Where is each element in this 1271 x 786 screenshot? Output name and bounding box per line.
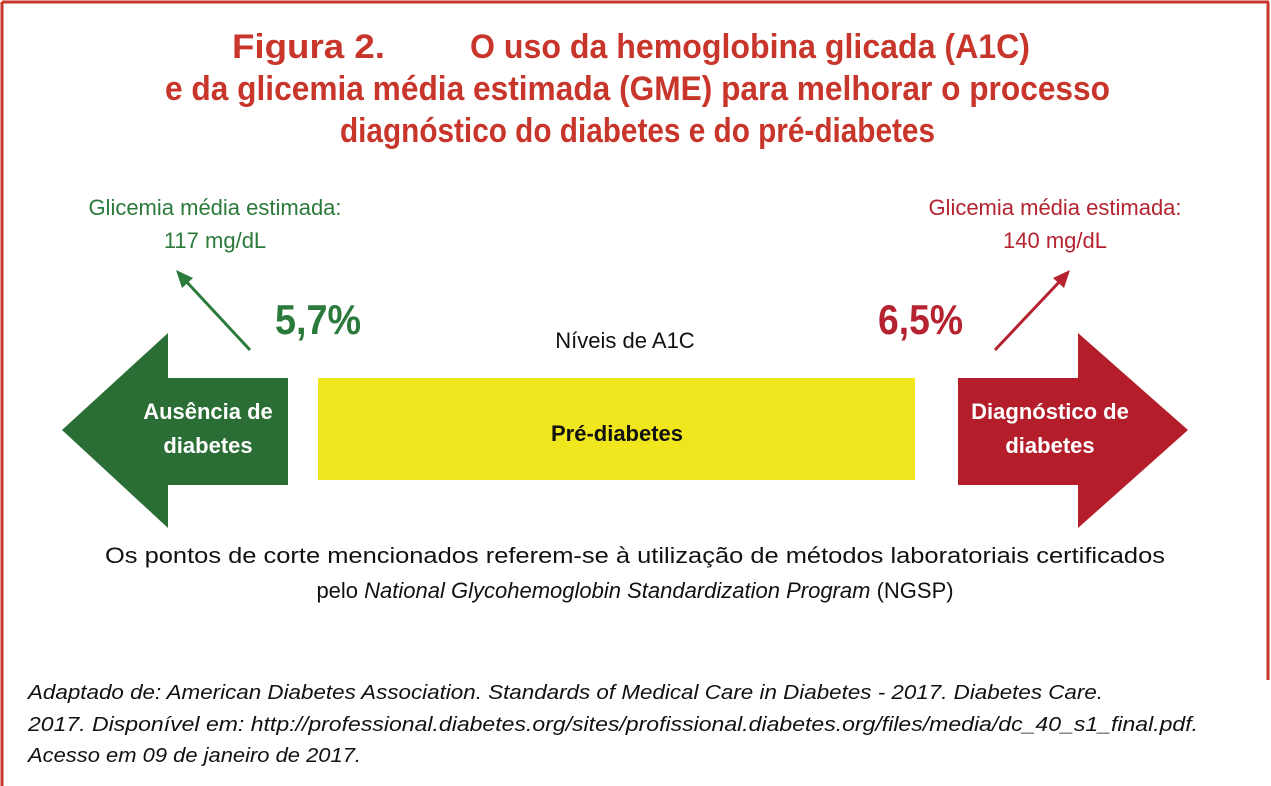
right-value: 140 mg/dL xyxy=(1003,228,1107,253)
note-line: Os pontos de corte mencionados referem-s… xyxy=(105,543,1165,568)
left-arrow-text: Ausência de xyxy=(143,399,273,424)
right-pointer xyxy=(993,270,1070,352)
title-line: diagnóstico do diabetes e do pré-diabete… xyxy=(340,112,935,150)
source-line: Adaptado de: American Diabetes Associati… xyxy=(27,682,1103,704)
note-text: pelo xyxy=(316,578,358,603)
left-arrow-text: diabetes xyxy=(163,433,252,458)
left-arrow xyxy=(62,333,288,528)
right-heading: Glicemia média estimada: xyxy=(928,195,1181,220)
right-arrow xyxy=(958,333,1188,528)
note-italic: National Glycohemoglobin Standardization… xyxy=(364,578,870,603)
right-cutoff: 6,5% xyxy=(878,296,963,343)
axis-label: Níveis de A1C xyxy=(555,328,695,353)
figure-label: Figura 2. xyxy=(232,28,385,66)
title-line: O uso da hemoglobina glicada (A1C) xyxy=(470,28,1030,66)
right-arrow-text: Diagnóstico de xyxy=(971,399,1129,424)
right-arrow-text: diabetes xyxy=(1005,433,1094,458)
note-text: (NGSP) xyxy=(877,578,954,603)
source-line: 2017. Disponível em: http://professional… xyxy=(27,714,1198,736)
prediabetes-label: Pré-diabetes xyxy=(551,421,683,446)
title-line: e da glicemia média estimada (GME) para … xyxy=(165,70,1110,108)
left-value: 117 mg/dL xyxy=(164,228,266,253)
left-pointer xyxy=(176,270,252,352)
prediabetes-band xyxy=(318,378,915,480)
note-line: pelo National Glycohemoglobin Standardiz… xyxy=(316,578,953,603)
left-heading: Glicemia média estimada: xyxy=(88,195,341,220)
left-cutoff: 5,7% xyxy=(275,296,361,343)
source-line: Acesso em 09 de janeiro de 2017. xyxy=(27,745,361,767)
